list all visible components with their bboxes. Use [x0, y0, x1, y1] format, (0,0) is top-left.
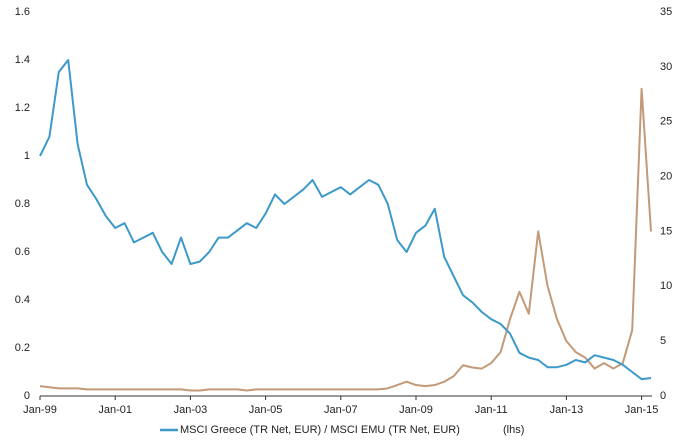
y-tick-label: 1	[24, 150, 30, 162]
x-tick-label: Jan-15	[625, 404, 659, 416]
y2-tick-label: 20	[660, 170, 672, 182]
series-line	[39, 59, 652, 381]
y-tick-label: 0.2	[15, 342, 30, 354]
x-tick-label: Jan-09	[399, 404, 433, 416]
legend-label: MSCI Greece (TR Net, EUR) / MSCI EMU (TR…	[180, 424, 460, 436]
x-tick-label: Jan-11	[475, 404, 508, 416]
y-tick-label: 1.4	[15, 54, 30, 66]
y-tick-label: 0	[24, 390, 30, 402]
y2-tick-label: 0	[660, 390, 666, 402]
y2-tick-label: 35	[660, 6, 672, 18]
y-tick-label: 1.2	[15, 102, 30, 114]
x-tick-label: Jan-05	[249, 404, 283, 416]
y-tick-label: 0.6	[15, 246, 30, 258]
y-tick-label: 1.6	[15, 6, 30, 18]
y2-tick-label: 25	[660, 116, 672, 128]
x-tick-label: Jan-99	[23, 404, 57, 416]
x-tick-label: Jan-03	[174, 404, 208, 416]
x-tick-label: Jan-13	[550, 404, 584, 416]
y-tick-label: 0.4	[15, 294, 30, 306]
y2-tick-label: 10	[660, 280, 672, 292]
series-line	[39, 87, 652, 392]
y2-tick-label: 5	[660, 335, 666, 347]
y-tick-label: 0.8	[15, 198, 30, 210]
x-tick-label: Jan-01	[98, 404, 132, 416]
legend-note: (lhs)	[503, 424, 524, 436]
y2-tick-label: 15	[660, 225, 672, 237]
x-tick-label: Jan-07	[324, 404, 358, 416]
y2-tick-label: 30	[660, 61, 672, 73]
